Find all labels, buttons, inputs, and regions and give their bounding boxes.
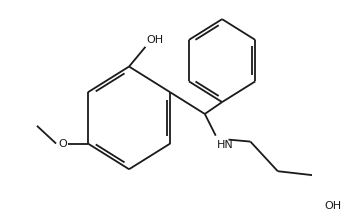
Text: O: O <box>58 139 67 148</box>
Text: OH: OH <box>324 201 341 211</box>
Text: OH: OH <box>146 35 164 45</box>
Text: HN: HN <box>217 140 233 150</box>
